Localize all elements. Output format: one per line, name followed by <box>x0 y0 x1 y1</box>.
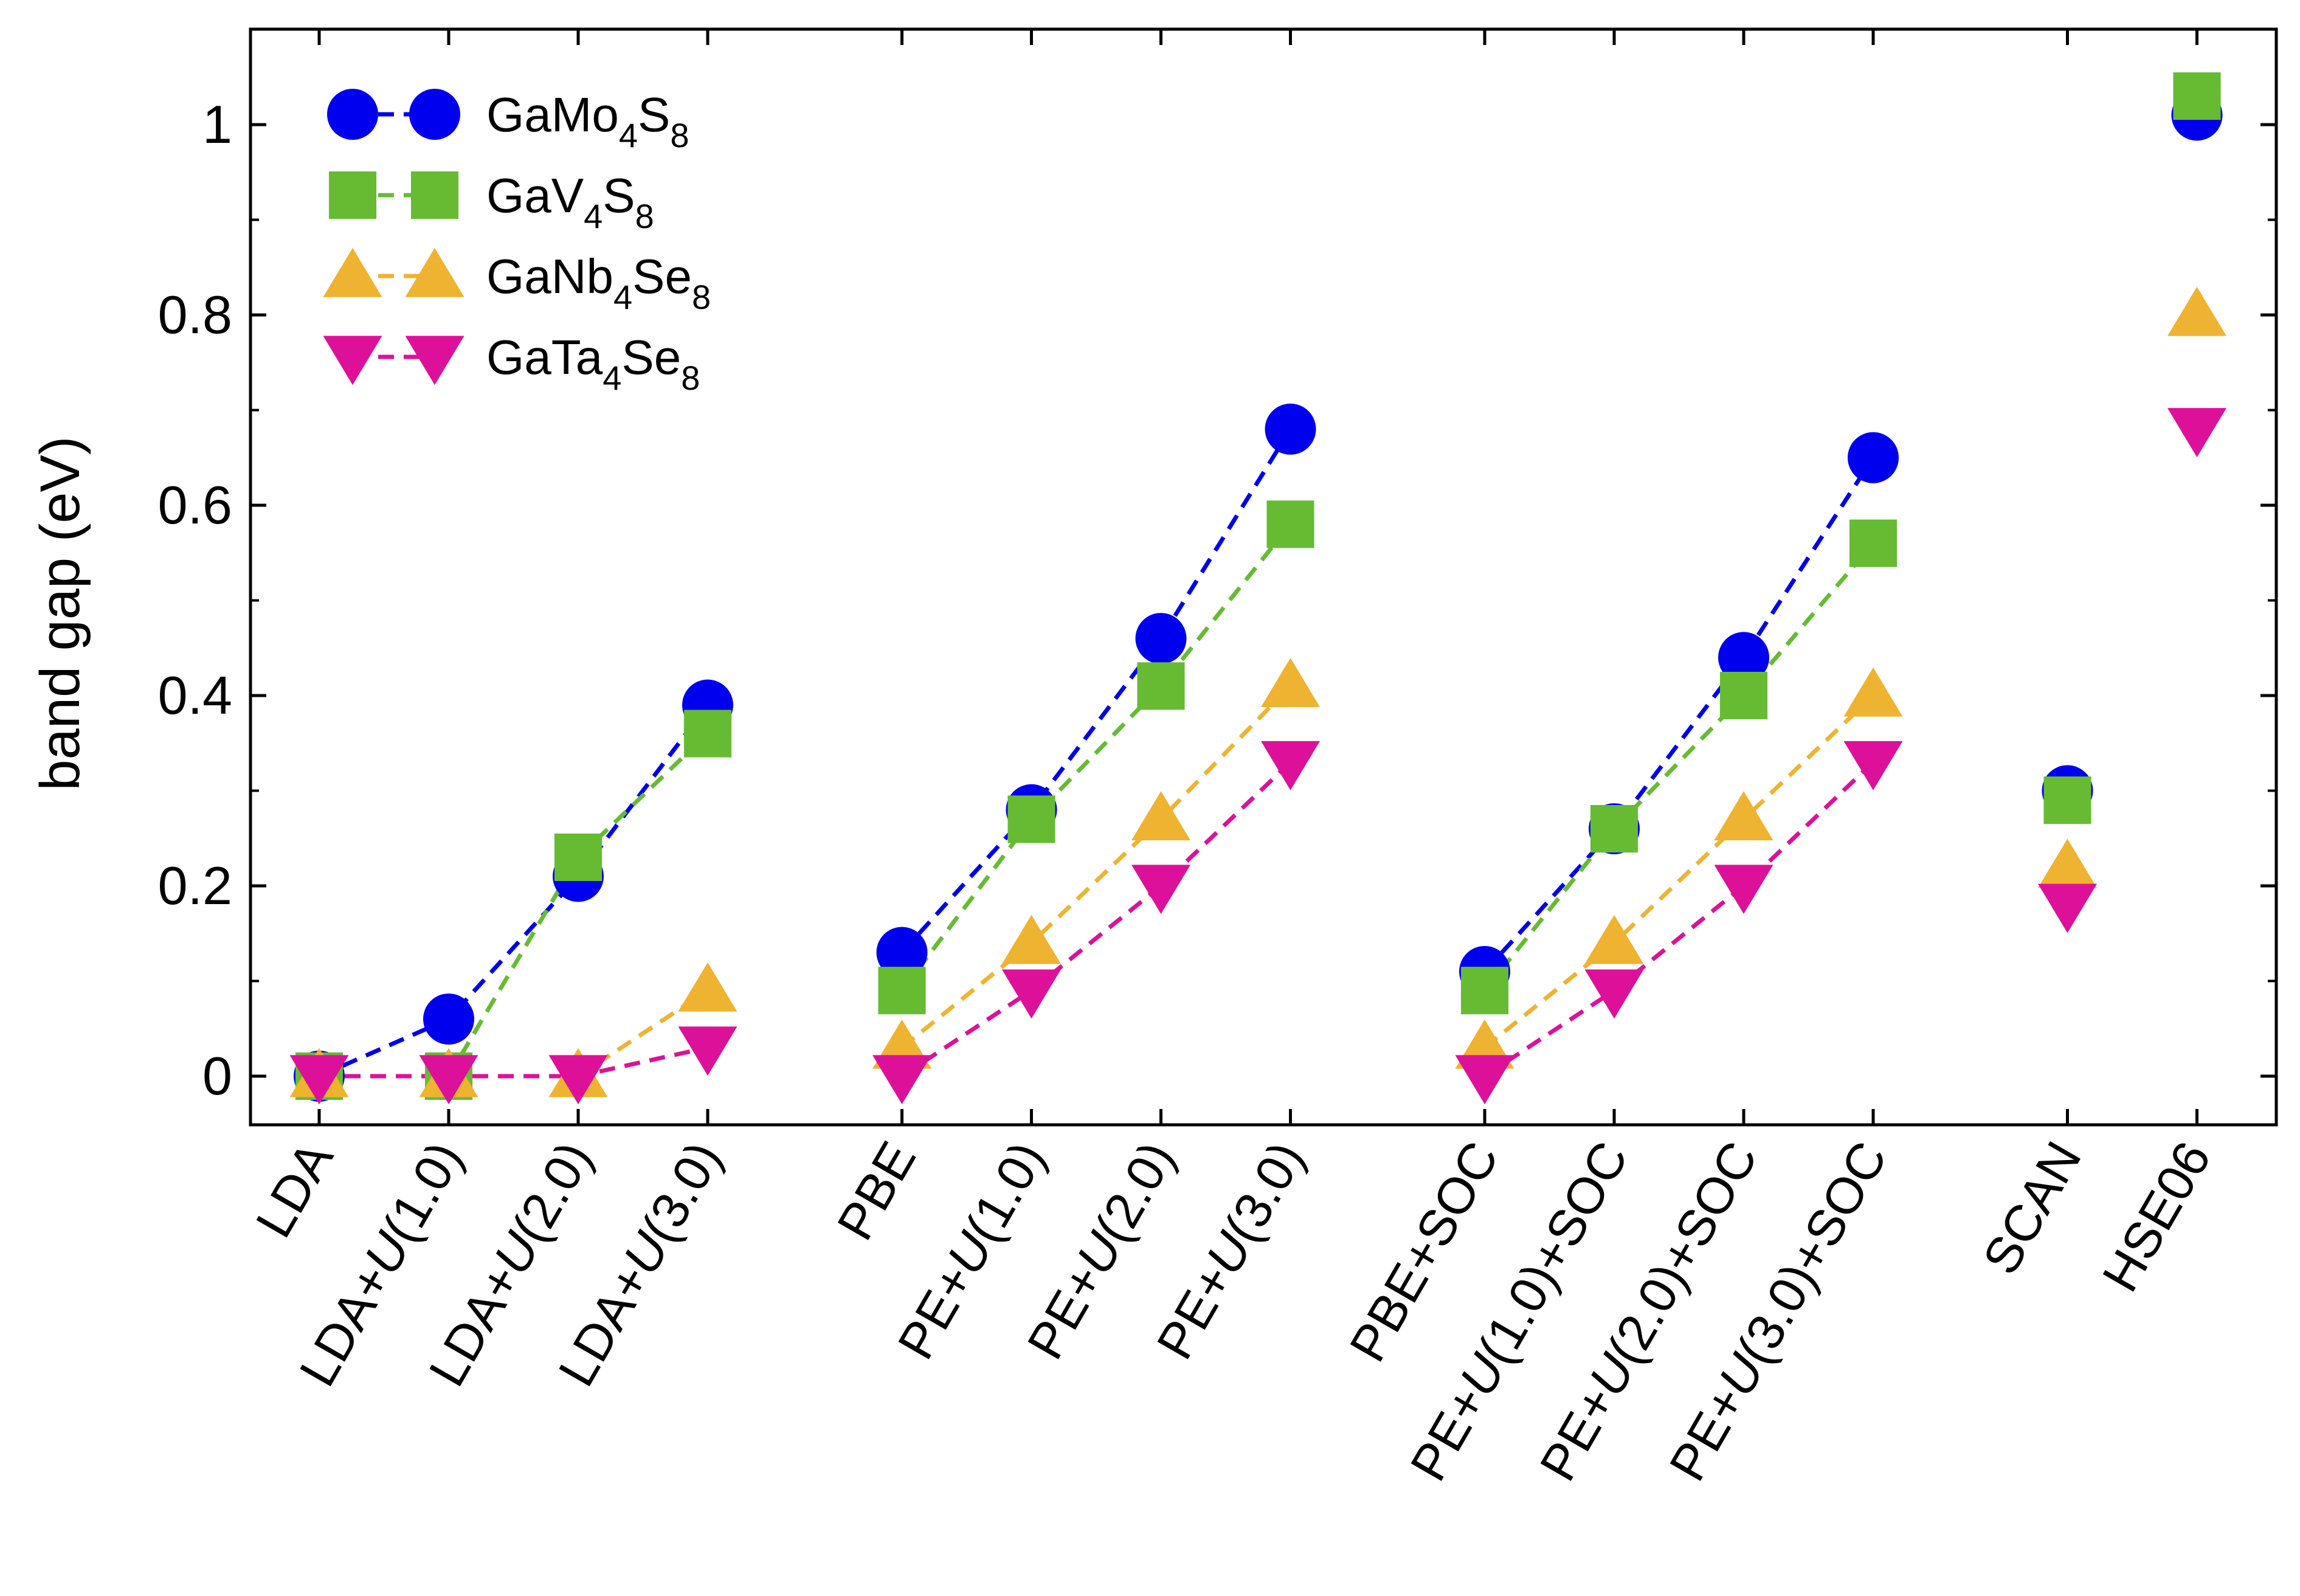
data-point <box>1718 632 1769 683</box>
legend-marker <box>327 89 378 140</box>
data-point <box>1131 791 1191 841</box>
data-point <box>2037 883 2098 933</box>
series-line <box>900 761 1292 1078</box>
series-lines <box>318 427 1875 1079</box>
data-point <box>2037 838 2098 888</box>
data-point <box>419 1055 478 1105</box>
legend-label-sub: 4 <box>603 359 621 397</box>
data-point <box>1590 805 1639 853</box>
legend-label-part: Se <box>621 330 681 384</box>
data-point <box>423 993 474 1045</box>
y-axis-label: band gap (eV) <box>29 436 91 790</box>
data-point <box>1584 914 1644 964</box>
data-point <box>1714 865 1773 914</box>
data-point <box>872 1055 932 1105</box>
data-point <box>1131 865 1191 914</box>
plot-frame <box>249 27 2278 1127</box>
data-point <box>554 833 603 882</box>
data-point <box>2167 408 2227 457</box>
data-point <box>683 710 732 758</box>
y-tick-label: 0.2 <box>158 855 232 916</box>
legend-label: GaNb4Se8 <box>486 249 711 316</box>
data-point <box>1135 613 1187 665</box>
legend-marker <box>409 89 460 140</box>
series-line <box>1483 761 1875 1078</box>
legend-label: GaMo4S8 <box>486 88 689 154</box>
data-point <box>1719 671 1768 720</box>
series-line <box>318 703 710 1079</box>
legend-label-sub: 4 <box>619 116 638 154</box>
legend-label-part: GaNb <box>486 249 613 303</box>
series-line <box>900 523 1293 992</box>
data-point <box>878 967 926 1015</box>
data-point <box>1849 519 1898 567</box>
series-line <box>1483 542 1875 992</box>
data-point <box>1260 658 1321 707</box>
y-tick-label: 0.8 <box>158 285 232 345</box>
data-point <box>2167 286 2227 336</box>
series-line <box>1483 456 1875 973</box>
data-point <box>2173 72 2221 120</box>
data-point <box>548 1055 608 1105</box>
series-line <box>1483 694 1875 1049</box>
data-point <box>1007 795 1055 843</box>
y-tick-label: 0.4 <box>158 665 232 725</box>
data-point <box>876 927 928 978</box>
data-point <box>678 1026 737 1076</box>
series-markers <box>289 72 2227 1105</box>
legend-label-sub: 4 <box>584 197 603 235</box>
data-point <box>1265 403 1316 455</box>
data-point <box>1260 741 1321 790</box>
legend-marker <box>405 247 464 297</box>
data-point <box>678 962 737 1012</box>
data-point <box>1584 969 1644 1019</box>
legend-label-part: S <box>603 168 635 223</box>
y-tick-label: 0 <box>202 1046 232 1106</box>
data-point <box>1460 967 1509 1015</box>
data-point <box>1843 667 1903 717</box>
legend-label-sub: 4 <box>613 278 632 316</box>
legend-label-sub: 8 <box>692 278 711 316</box>
legend-marker <box>323 247 382 297</box>
legend-label: GaTa4Se8 <box>486 330 700 397</box>
legend-marker <box>405 336 464 385</box>
data-point <box>1843 741 1903 790</box>
data-point <box>1848 432 1899 483</box>
data-point <box>1001 969 1062 1019</box>
legend-marker <box>410 171 459 219</box>
axis-ticks <box>250 28 2276 1125</box>
legend-label-part: GaMo <box>486 88 619 142</box>
data-point <box>2043 776 2091 824</box>
series-line <box>900 684 1293 1049</box>
legend-label: GaV4S8 <box>486 168 654 235</box>
data-point <box>289 1055 349 1105</box>
data-point <box>1137 662 1185 710</box>
y-tick-label: 1 <box>202 94 232 154</box>
data-point <box>1455 1055 1514 1105</box>
legend-label-part: GaTa <box>486 330 603 384</box>
series-line <box>319 1045 708 1079</box>
legend-marker <box>323 336 382 385</box>
data-point <box>1266 500 1314 548</box>
data-point <box>1001 914 1062 964</box>
legend-label-part: Se <box>632 249 692 303</box>
legend-label-sub: 8 <box>635 197 654 235</box>
legend-marker <box>328 171 377 219</box>
y-tick-label: 0.6 <box>158 475 232 535</box>
legend-label-sub: 8 <box>670 116 689 154</box>
legend-label-part: S <box>638 88 670 142</box>
legend-label-part: GaV <box>486 168 584 223</box>
data-point <box>1714 791 1773 841</box>
legend-label-sub: 8 <box>681 359 700 397</box>
